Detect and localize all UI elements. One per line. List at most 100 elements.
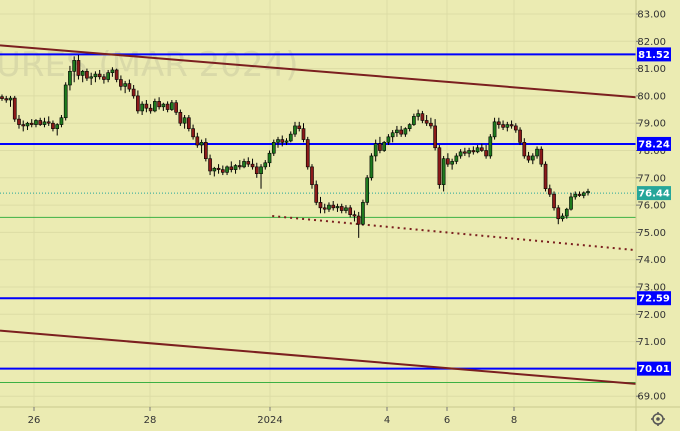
candle-body (267, 152, 272, 164)
candle-body (68, 71, 72, 86)
candle-body (454, 155, 459, 162)
candle-body (89, 76, 94, 79)
y-tick-label: 69.00 (637, 392, 666, 403)
candle-body (59, 117, 64, 125)
candle-body (21, 124, 26, 127)
candle-body (446, 158, 450, 165)
grid (0, 0, 636, 407)
candle-body (480, 147, 484, 151)
last-price-label-box (637, 186, 671, 201)
level-label-box (637, 361, 671, 376)
level-label: 81.52 (638, 50, 670, 61)
candle-body (220, 169, 225, 173)
candle-body (25, 122, 30, 127)
candle-body (577, 193, 582, 196)
candle-body (522, 142, 527, 157)
candle-body (293, 125, 297, 135)
candle-body (182, 117, 187, 124)
candle-body (463, 151, 467, 154)
candle-body (29, 122, 34, 125)
candle-body (407, 124, 412, 129)
candle-body (8, 97, 13, 101)
candle-body (123, 83, 127, 87)
candle-body (233, 165, 238, 170)
candle-body (530, 155, 535, 161)
level-label-box (637, 47, 671, 62)
candle-body (280, 139, 285, 143)
candle-body (170, 102, 174, 110)
candle-body (225, 166, 229, 173)
candle-body (144, 103, 149, 109)
y-tick-label: 79.00 (637, 119, 666, 130)
candle-body (42, 121, 47, 125)
candle-body (564, 208, 569, 217)
price-labels: 81.52 78.24 72.59 70.01 76.44 (637, 47, 671, 376)
y-tick-label: 76.00 (637, 201, 666, 212)
candle-body (539, 148, 544, 165)
candle-body (301, 128, 306, 140)
candle-body (424, 120, 429, 124)
y-tick-label: 75.00 (637, 228, 666, 239)
candle-body (161, 103, 166, 108)
settings-gear-icon[interactable] (651, 412, 665, 426)
level-label: 78.24 (638, 139, 670, 150)
candle-body (373, 143, 378, 157)
candle-body (191, 128, 195, 138)
candle-body (327, 204, 331, 210)
candle-body (195, 136, 200, 146)
candle-body (136, 95, 140, 112)
candle-body (208, 158, 212, 172)
candle-body (314, 184, 319, 203)
candle-body (127, 83, 132, 90)
candle-body (395, 129, 399, 134)
candle-body (573, 193, 578, 198)
x-tick-label: 26 (28, 415, 41, 426)
y-tick-label: 83.00 (637, 10, 666, 21)
candle-body (76, 60, 81, 76)
candle-body (420, 113, 425, 121)
x-tick-label: 4 (384, 415, 390, 426)
candle-body (259, 166, 263, 175)
x-tick-label: 2024 (257, 415, 282, 426)
candle-body (390, 132, 395, 138)
candle-body (4, 98, 9, 101)
candle-body (492, 121, 497, 138)
candle-body (148, 107, 153, 112)
y-tick-label: 81.00 (637, 64, 666, 75)
candle-body (212, 167, 217, 172)
candle-body (288, 133, 293, 142)
candle-body (518, 129, 522, 143)
y-tick-label: 71.00 (637, 337, 666, 348)
candle-body (229, 166, 234, 170)
candle-body (106, 72, 110, 80)
candle-body (560, 215, 565, 220)
candles (0, 54, 590, 238)
candle-body (369, 155, 374, 179)
candle-body (203, 142, 208, 159)
candle-body (51, 122, 55, 129)
candle-body (458, 151, 463, 157)
candle-body (382, 142, 387, 151)
candle-body (242, 161, 246, 168)
x-tick-label: 6 (444, 415, 450, 426)
candle-body (17, 118, 21, 125)
candle-body (216, 167, 221, 170)
candle-body (102, 76, 106, 80)
candle-body (297, 125, 302, 129)
candle-body (85, 71, 89, 79)
candle-body (403, 128, 408, 135)
candle-body (509, 124, 514, 127)
candle-body (547, 188, 552, 195)
candle-body (34, 120, 38, 125)
candle-body (386, 136, 391, 143)
symbol-watermark: URES (MAR 2024) (0, 45, 298, 85)
level-label: 70.01 (638, 364, 670, 375)
candle-body (556, 207, 561, 220)
candle-body (467, 150, 471, 154)
candle-body (153, 101, 157, 112)
candle-body (429, 122, 433, 127)
trend-line-support-dotted (272, 215, 637, 252)
trend-line-lower-channel (0, 329, 637, 385)
candle-body (344, 207, 348, 211)
